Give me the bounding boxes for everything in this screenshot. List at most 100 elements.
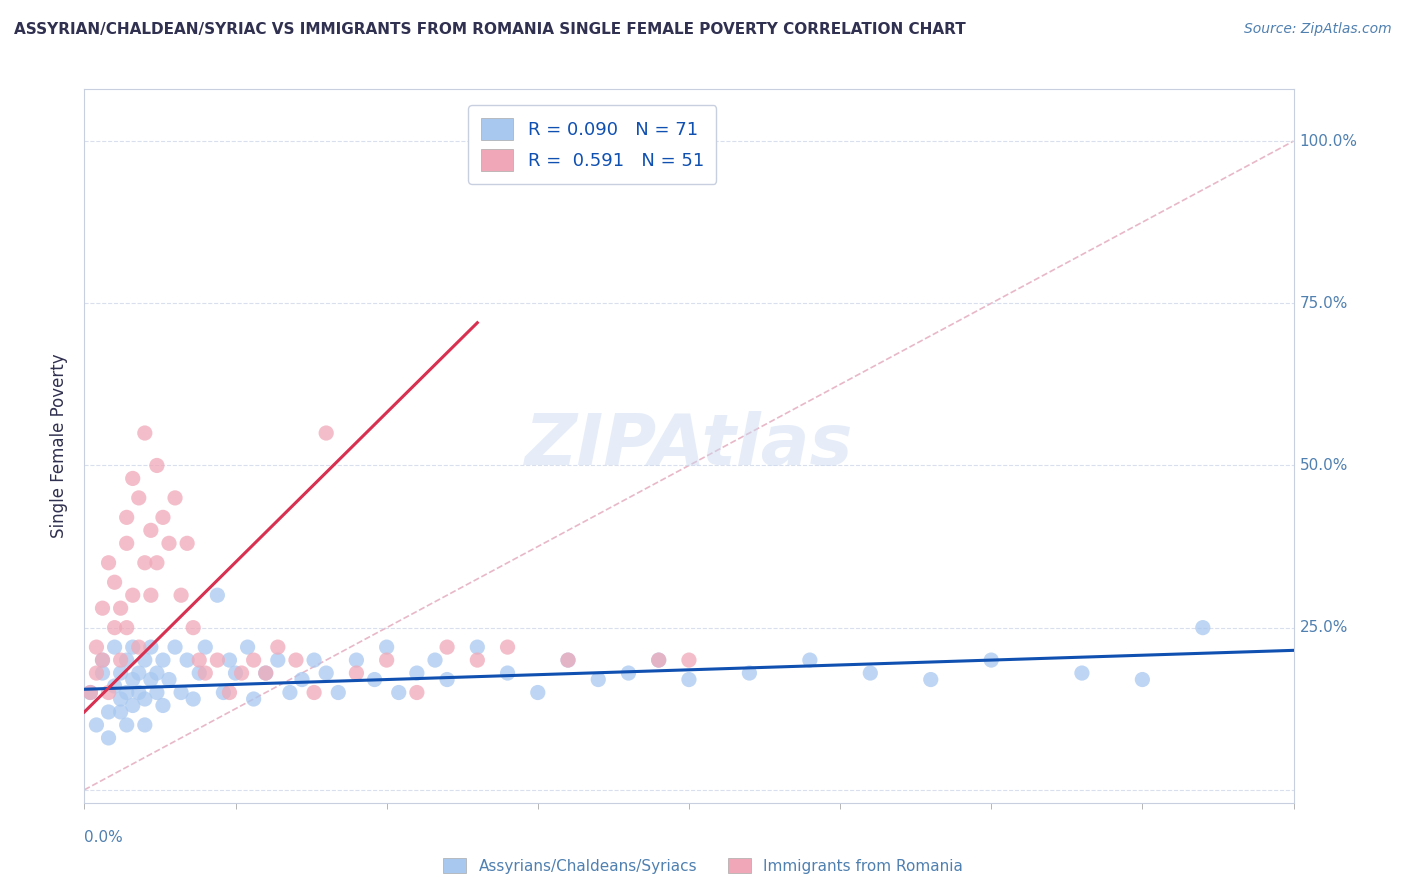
Point [218,653,240,667]
Point [128,640,150,654]
Point [97,556,120,570]
Point [207,653,229,667]
Point [212,685,235,699]
Point [467,640,489,654]
Point [134,718,156,732]
Point [110,601,132,615]
Point [242,692,264,706]
Point [79,685,101,699]
Point [170,588,193,602]
Point [617,134,640,148]
Point [139,524,162,538]
Point [157,536,180,550]
Point [97,685,120,699]
Point [86,640,108,654]
Point [423,653,446,667]
Y-axis label: Single Female Poverty: Single Female Poverty [51,354,69,538]
Point [291,673,314,687]
Point [115,685,138,699]
Point [115,510,138,524]
Point [302,685,325,699]
Point [115,653,138,667]
Point [231,666,253,681]
Point [146,666,169,681]
Point [152,510,174,524]
Point [388,685,411,699]
Point [115,536,138,550]
Point [859,666,882,681]
Point [134,653,156,667]
Point [588,673,610,687]
Point [152,653,174,667]
Point [115,718,138,732]
Point [104,640,127,654]
Point [121,640,143,654]
Point [110,705,132,719]
Point [170,685,193,699]
Point [375,653,398,667]
Text: Source: ZipAtlas.com: Source: ZipAtlas.com [1244,22,1392,37]
Point [121,471,143,485]
Point [267,640,290,654]
Point [1191,621,1213,635]
Point [406,666,429,681]
Point [557,653,579,667]
Point [121,673,143,687]
Point [242,653,264,667]
Point [146,685,169,699]
Point [152,698,174,713]
Point [188,653,211,667]
Point [557,653,579,667]
Point [678,673,700,687]
Legend: Assyrians/Chaldeans/Syriacs, Immigrants from Romania: Assyrians/Chaldeans/Syriacs, Immigrants … [437,852,969,880]
Point [284,653,308,667]
Point [315,666,337,681]
Point [128,666,150,681]
Point [278,685,301,699]
Point [104,621,127,635]
Point [346,653,368,667]
Text: ZIPAtlas: ZIPAtlas [524,411,853,481]
Point [254,666,277,681]
Point [188,666,211,681]
Point [647,653,671,667]
Point [363,673,385,687]
Point [436,640,458,654]
Point [139,640,162,654]
Point [157,673,180,687]
Text: 50.0%: 50.0% [1299,458,1348,473]
Point [163,640,186,654]
Point [346,666,368,681]
Point [1071,666,1094,681]
Point [181,621,204,635]
Point [406,685,429,699]
Point [104,575,127,590]
Point [121,588,143,602]
Point [207,588,229,602]
Point [91,653,114,667]
Text: 100.0%: 100.0% [1299,134,1358,149]
Point [738,666,761,681]
Point [920,673,942,687]
Point [134,556,156,570]
Point [134,692,156,706]
Legend: R = 0.090   N = 71, R =  0.591   N = 51: R = 0.090 N = 71, R = 0.591 N = 51 [468,105,717,184]
Point [315,425,337,440]
Point [128,685,150,699]
Point [1130,673,1153,687]
Point [496,666,519,681]
Point [91,653,114,667]
Point [181,692,204,706]
Point [267,653,290,667]
Point [176,536,198,550]
Point [86,666,108,681]
Point [110,653,132,667]
Point [467,653,489,667]
Point [139,673,162,687]
Point [980,653,1002,667]
Point [328,685,350,699]
Point [236,640,259,654]
Point [104,679,127,693]
Text: ASSYRIAN/CHALDEAN/SYRIAC VS IMMIGRANTS FROM ROMANIA SINGLE FEMALE POVERTY CORREL: ASSYRIAN/CHALDEAN/SYRIAC VS IMMIGRANTS F… [14,22,966,37]
Point [86,718,108,732]
